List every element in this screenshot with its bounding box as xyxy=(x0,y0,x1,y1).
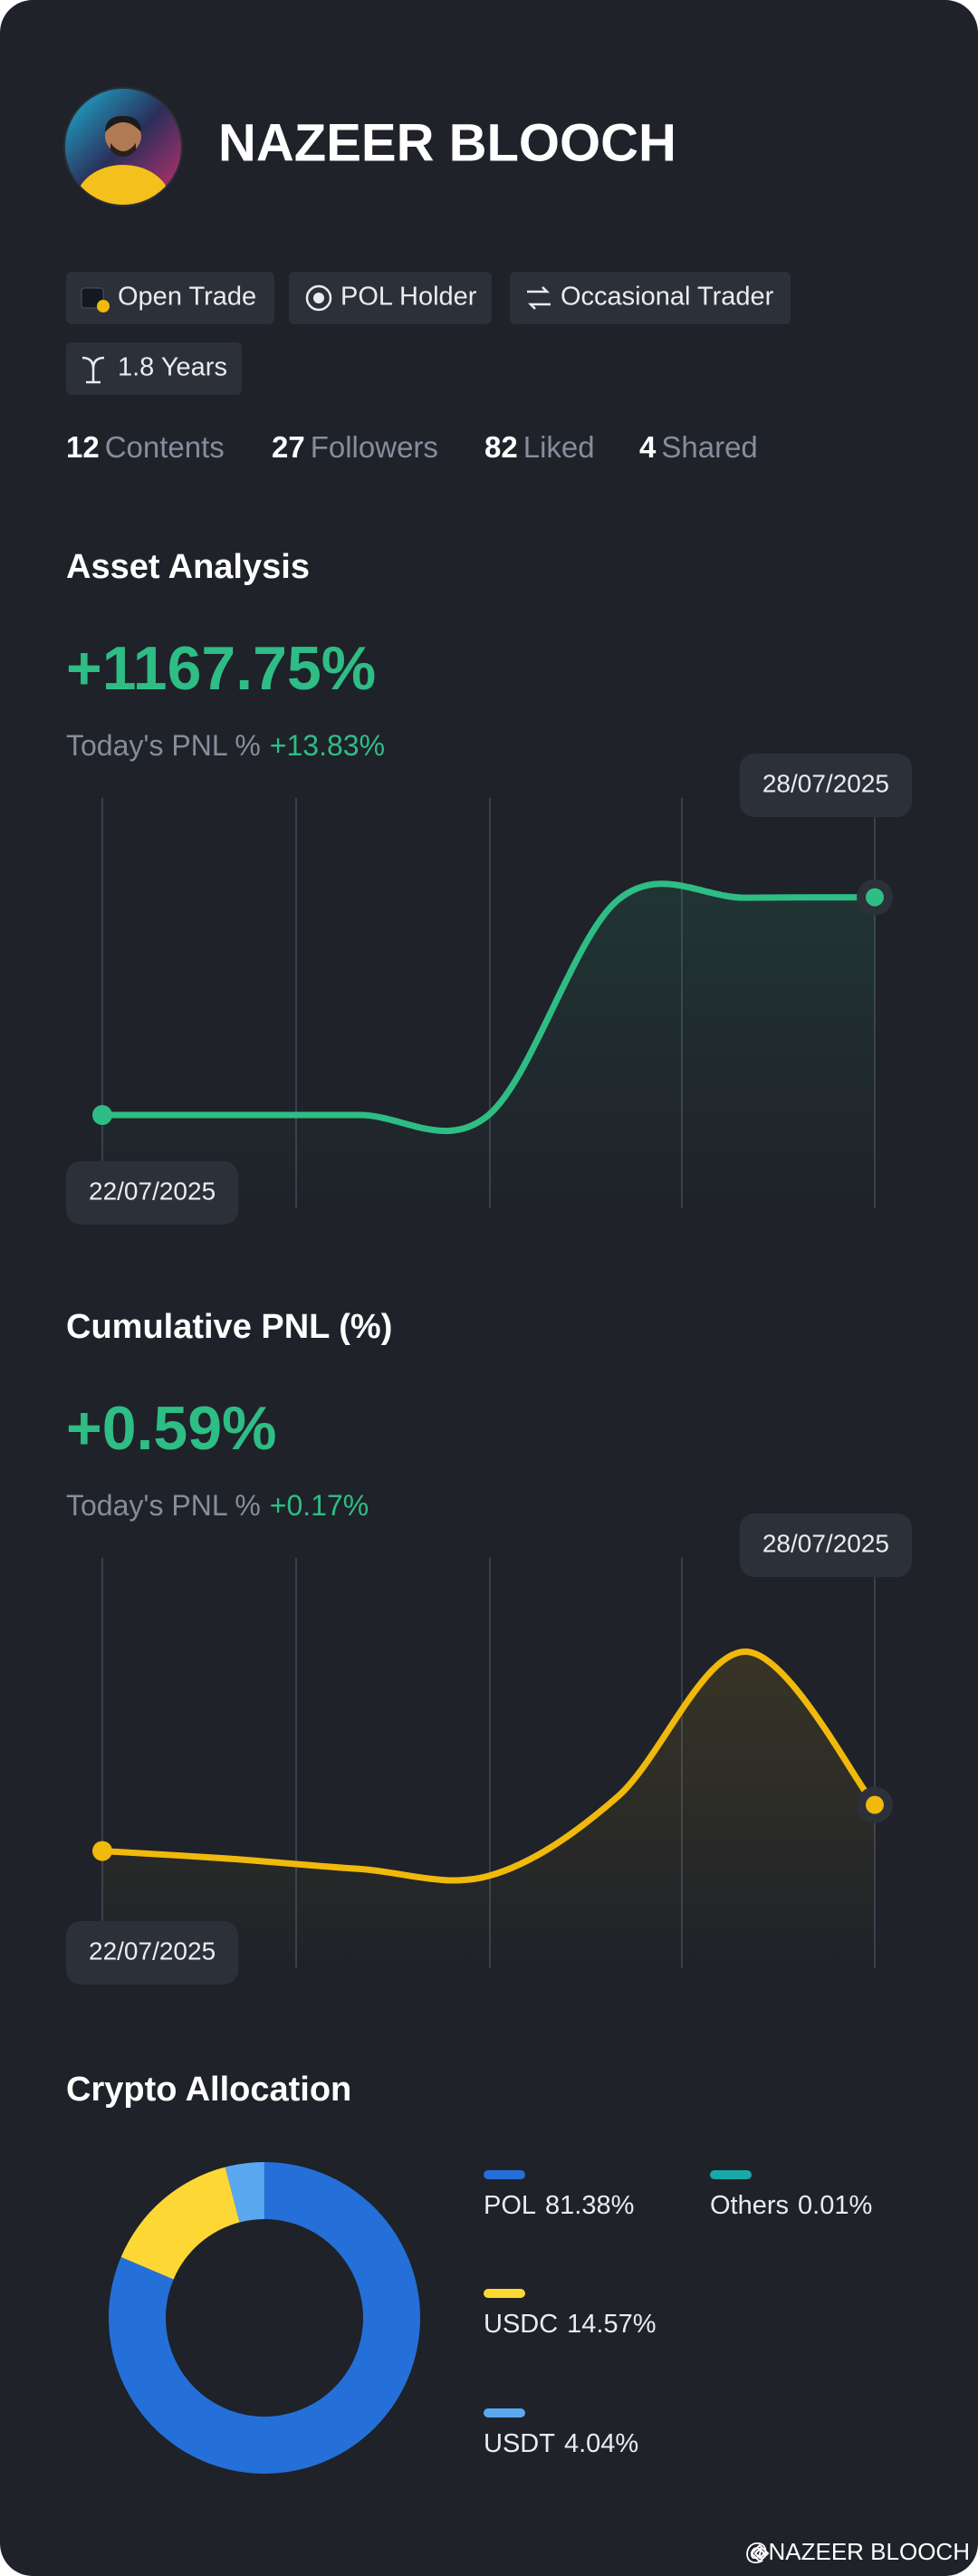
start-point xyxy=(92,1841,112,1861)
stat-label: Followers xyxy=(311,430,438,464)
today-pnl-value: +13.83% xyxy=(270,729,385,762)
stat-count: 12 xyxy=(66,430,100,464)
stat: 4 Shared xyxy=(639,430,758,464)
date-text: 28/07/2025 xyxy=(762,1529,889,1557)
tag: POL Holder xyxy=(340,283,477,312)
tag-box xyxy=(66,342,242,395)
today-pnl: Today's PNL % +0.17% xyxy=(66,1489,369,1522)
end-point xyxy=(866,888,884,907)
legend-swatch xyxy=(710,2170,752,2179)
date-label: 22/07/2025 xyxy=(66,1921,239,1985)
headline-value: +1167.75% xyxy=(66,634,376,703)
legend-swatch xyxy=(484,2408,525,2417)
date-box xyxy=(66,1921,239,1985)
stat-label: Contents xyxy=(105,430,225,464)
donut-slice xyxy=(108,2162,420,2474)
legend-name: POL xyxy=(484,2191,536,2220)
date-text: 22/07/2025 xyxy=(89,1937,216,1965)
tag-icon xyxy=(313,293,324,303)
tag-box xyxy=(289,272,492,324)
start-point xyxy=(92,1105,112,1126)
legend-name: USDT xyxy=(484,2429,555,2458)
stat-label: Liked xyxy=(523,430,595,464)
date-label: 28/07/2025 xyxy=(739,754,912,817)
today-pnl-label: Today's PNL % xyxy=(66,1489,261,1522)
avatar xyxy=(64,88,182,206)
stat: 12 Contents xyxy=(66,430,225,464)
tag-icon-badge xyxy=(97,300,110,312)
legend-entry: POL 81.38% xyxy=(484,2191,634,2220)
watermark: @NAZEER BLOOCH xyxy=(744,2538,970,2565)
stat: 82 Liked xyxy=(484,430,595,464)
date-text: 28/07/2025 xyxy=(762,769,889,797)
legend-value: 81.38% xyxy=(545,2191,634,2220)
legend-value: 14.57% xyxy=(567,2310,656,2339)
tag: Open Trade xyxy=(118,283,256,312)
profile-name: NAZEER BLOOCH xyxy=(218,113,676,172)
legend-value: 4.04% xyxy=(564,2429,638,2458)
stat-count: 27 xyxy=(272,430,305,464)
avatar-ring xyxy=(63,87,183,207)
line xyxy=(99,1648,878,1884)
section-title: Crypto Allocation xyxy=(66,2071,351,2109)
date-box xyxy=(739,1514,912,1577)
tag: Occasional Trader xyxy=(561,283,774,312)
tag-box xyxy=(510,272,791,324)
donut-slice xyxy=(120,2167,240,2280)
legend-name: Others xyxy=(710,2191,789,2220)
area-fill xyxy=(102,883,875,1208)
legend-entry: USDC 14.57% xyxy=(484,2310,657,2339)
line xyxy=(99,880,878,1135)
date-label: 22/07/2025 xyxy=(66,1161,239,1225)
tag-box xyxy=(66,272,274,324)
headline-value: +0.59% xyxy=(66,1394,277,1463)
legend-swatch xyxy=(484,2289,525,2298)
legend-entry: USDT 4.04% xyxy=(484,2429,638,2458)
section-title: Cumulative PNL (%) xyxy=(66,1308,392,1346)
today-pnl-value: +0.17% xyxy=(270,1489,369,1522)
stat-count: 4 xyxy=(639,430,657,464)
legend-value: 0.01% xyxy=(798,2191,872,2220)
stat-label: Shared xyxy=(661,430,757,464)
watermark-logo xyxy=(750,2543,770,2563)
end-point xyxy=(866,1795,884,1814)
today-pnl: Today's PNL % +13.83% xyxy=(66,729,385,762)
stat-count: 82 xyxy=(484,430,518,464)
tag: 1.8 Years xyxy=(118,353,227,382)
tag-icon xyxy=(305,284,332,312)
donut-slice xyxy=(225,2162,264,2223)
date-box xyxy=(66,1161,239,1225)
legend-swatch xyxy=(484,2170,525,2179)
legend-name: USDC xyxy=(484,2310,558,2339)
section-title: Asset Analysis xyxy=(66,548,310,586)
date-text: 22/07/2025 xyxy=(89,1177,216,1205)
stat: 27 Followers xyxy=(272,430,438,464)
tag-icon xyxy=(527,286,551,310)
date-box xyxy=(739,754,912,817)
area-fill xyxy=(102,1651,875,1968)
legend-entry: Others 0.01% xyxy=(710,2191,872,2220)
tag-icon xyxy=(82,356,105,384)
today-pnl-label: Today's PNL % xyxy=(66,729,261,762)
date-label: 28/07/2025 xyxy=(739,1514,912,1577)
